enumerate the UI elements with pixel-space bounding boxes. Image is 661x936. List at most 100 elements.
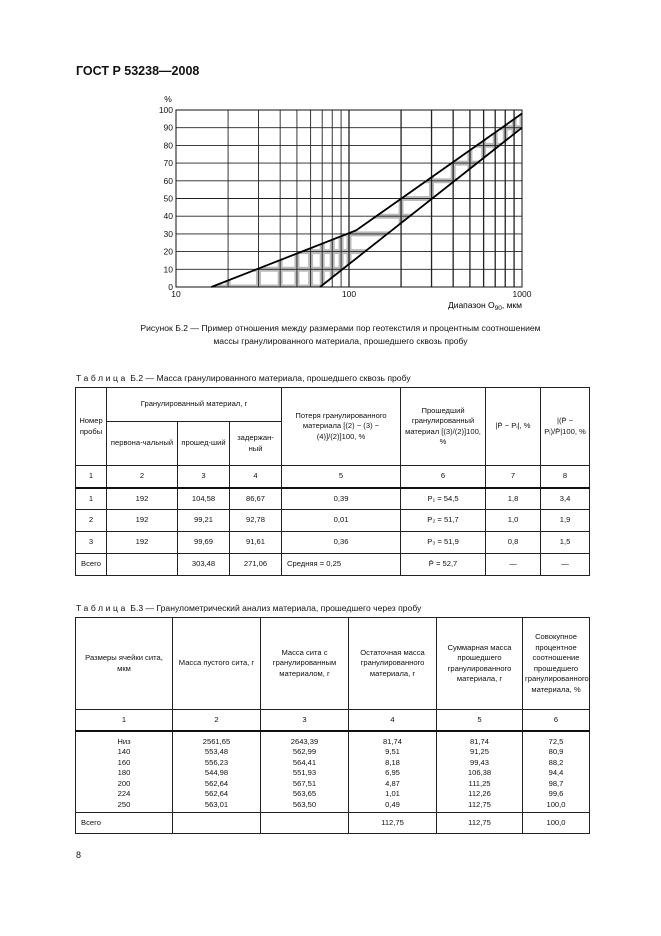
table-cell: P̄ = 52,7 — [400, 553, 487, 576]
series-line — [210, 112, 523, 288]
figure-caption: Рисунок Б.2 — Пример отношения между раз… — [60, 322, 621, 348]
column-number: 8 — [540, 465, 591, 488]
table-cell: 3,4 — [540, 486, 591, 510]
cell-value: 562,99 — [292, 747, 317, 757]
table-cell: 1,8 — [485, 486, 542, 510]
table-cell: 0,36 — [281, 531, 402, 554]
caption-line: массы гранулированного материала, прошед… — [213, 336, 468, 346]
cell-value: 4,87 — [385, 778, 400, 788]
cell-value: 111,25 — [468, 778, 491, 788]
table-cell — [106, 553, 178, 576]
document-header: ГОСТ Р 53238—2008 — [76, 64, 200, 78]
table-label: Таблица — [76, 603, 128, 613]
cell-value: 567,51 — [292, 778, 317, 788]
table-row: 2 192 99,21 92,78 0,01 P₂ = 51,7 1,0 1,9 — [75, 509, 591, 532]
header-cell: Номер пробы — [75, 387, 107, 466]
table-cell: 91,61 — [228, 531, 283, 554]
header-cell: Масса пустого сита, г — [172, 617, 261, 710]
column-number: 3 — [260, 709, 349, 731]
cell-value: 562,64 — [204, 789, 229, 799]
table-cell: 112,75 — [348, 812, 437, 834]
cell-value: 98,7 — [548, 778, 564, 788]
table-cell — [172, 812, 261, 834]
header-cell: Остаточная масса гранулированного матери… — [348, 617, 437, 710]
table-row: 1 192 104,58 86,67 0,39 P₁ = 54,5 1,8 3,4 — [75, 486, 591, 510]
table-cell: 192 — [106, 509, 178, 532]
header-cell: Гранулированный материал, г — [105, 387, 283, 422]
table-cell: 2643,39 562,99 564,41 551,93 567,51 563,65 563… — [260, 729, 349, 813]
table-cell: P₂ = 51,7 — [400, 509, 487, 532]
cell-value: 81,74 — [382, 736, 402, 746]
x-tick-label: 10 — [171, 289, 181, 299]
table-cell: Всего — [75, 812, 173, 834]
header-cell: |P̄ − Pᵢ|, % — [485, 387, 542, 466]
cell-value: 140 — [117, 747, 131, 757]
cell-value: 160 — [117, 757, 131, 767]
cell-value: 551,93 — [292, 768, 317, 778]
table-cell: P₃ = 51,9 — [400, 531, 487, 554]
y-axis-label: % — [164, 94, 172, 104]
cell-value: 112,75 — [468, 800, 491, 810]
table-cell: 0,39 — [281, 486, 402, 510]
x-label-unit: , мкм — [502, 300, 522, 310]
table-cell: Средняя = 0,25 — [281, 553, 402, 576]
column-number: 7 — [485, 465, 542, 488]
cell-value: 81,74 — [469, 736, 489, 746]
cell-value: 106,38 — [467, 768, 492, 778]
table-cell: 99,21 — [177, 509, 230, 532]
column-number: 6 — [522, 709, 590, 731]
column-number: 5 — [281, 465, 402, 488]
header-cell: задержан-ный — [228, 421, 283, 466]
cell-value: 553,48 — [204, 747, 229, 757]
table-title: Б.2 — Масса гранулированного материала, … — [130, 373, 411, 383]
table-row: 3 192 99,69 91,61 0,36 P₃ = 51,9 0,8 1,5 — [75, 531, 591, 554]
cell-value: 562,64 — [204, 778, 229, 788]
plot-frame — [175, 109, 523, 288]
y-tick-label: 40 — [164, 211, 174, 221]
y-tick-label: 50 — [164, 194, 174, 204]
table-cell: 100,0 — [522, 812, 590, 834]
table3-title: Таблица Б.3 — Гранулометрический анализ … — [76, 603, 421, 613]
table-cell: 1 — [75, 486, 107, 510]
cell-value: 94,4 — [548, 768, 564, 778]
header-cell: Масса сита с гранулированным материалом,… — [260, 617, 349, 710]
column-number: 2 — [172, 709, 261, 731]
y-tick-label: 60 — [164, 176, 174, 186]
cell-value: 9,51 — [385, 747, 400, 757]
table-cell: 112,75 — [436, 812, 523, 834]
y-tick-label: 20 — [164, 247, 174, 257]
table-cell: 1,9 — [540, 509, 591, 532]
cell-value: 99,6 — [548, 789, 564, 799]
column-number: 4 — [348, 709, 437, 731]
cell-value: 200 — [117, 778, 131, 788]
table-cell: 99,69 — [177, 531, 230, 554]
table-cell: P₁ = 54,5 — [400, 486, 487, 510]
x-label-subscript: 90 — [495, 305, 503, 312]
total-row: Всего 112,75 112,75 100,0 — [75, 812, 590, 834]
cell-value: 88,2 — [548, 757, 564, 767]
column-number: 4 — [228, 465, 283, 488]
cell-value: 563,01 — [204, 800, 229, 810]
series-line — [319, 126, 523, 288]
table-cell: 303,48 — [177, 553, 230, 576]
x-tick-label: 100 — [342, 289, 356, 299]
header-cell: первона-чальный — [106, 421, 178, 466]
table-cell: 81,74 9,51 8,18 6,95 4,87 1,01 0,49 — [348, 729, 437, 813]
table-cell: Низ 140 160 180 200 224 250 — [75, 729, 173, 813]
table2-title: Таблица Б.2 — Масса гранулированного мат… — [76, 373, 411, 383]
column-number: 3 — [177, 465, 230, 488]
cell-value: 563,50 — [292, 800, 317, 810]
table-cell: 2561,65 553,48 556,23 544,98 562,64 562,64 563… — [172, 729, 261, 813]
table-cell: 192 — [106, 531, 178, 554]
table-cell: 72,5 80,9 88,2 94,4 98,7 99,6 100,0 — [522, 729, 590, 813]
y-tick-label: 70 — [164, 158, 174, 168]
y-tick-label: 0 — [168, 282, 173, 292]
table-cell: 86,67 — [228, 486, 283, 510]
cell-value: 544,98 — [204, 768, 229, 778]
cell-value: 72,5 — [548, 736, 564, 746]
page-number: 8 — [76, 850, 82, 860]
column-number: 2 — [106, 465, 178, 488]
y-tick-label: 30 — [164, 229, 174, 239]
header-cell: Суммарная масса прошедшего гранулированн… — [436, 617, 523, 710]
column-number: 1 — [75, 465, 107, 488]
